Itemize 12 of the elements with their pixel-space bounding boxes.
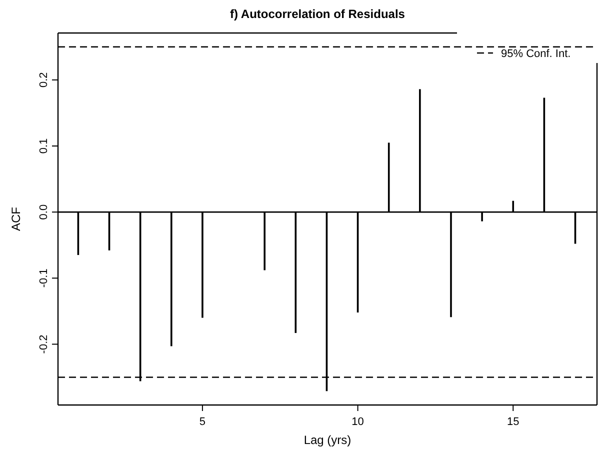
y-tick-label: 0.2	[38, 72, 50, 88]
x-tick-label: 15	[506, 416, 520, 428]
x-tick-label: 5	[199, 416, 206, 428]
y-tick-label: -0.1	[38, 268, 50, 288]
y-tick-label: 0.0	[38, 204, 50, 220]
x-axis-title: Lag (yrs)	[304, 433, 352, 447]
y-tick-label: -0.2	[38, 334, 50, 354]
y-axis-title: ACF	[9, 207, 23, 231]
ref-line-label: 95% Conf. Int.	[501, 48, 571, 60]
x-tick-label: 10	[352, 416, 364, 428]
y-tick-label: 0.1	[38, 138, 50, 154]
chart-title: f) Autocorrelation of Residuals	[230, 7, 406, 21]
